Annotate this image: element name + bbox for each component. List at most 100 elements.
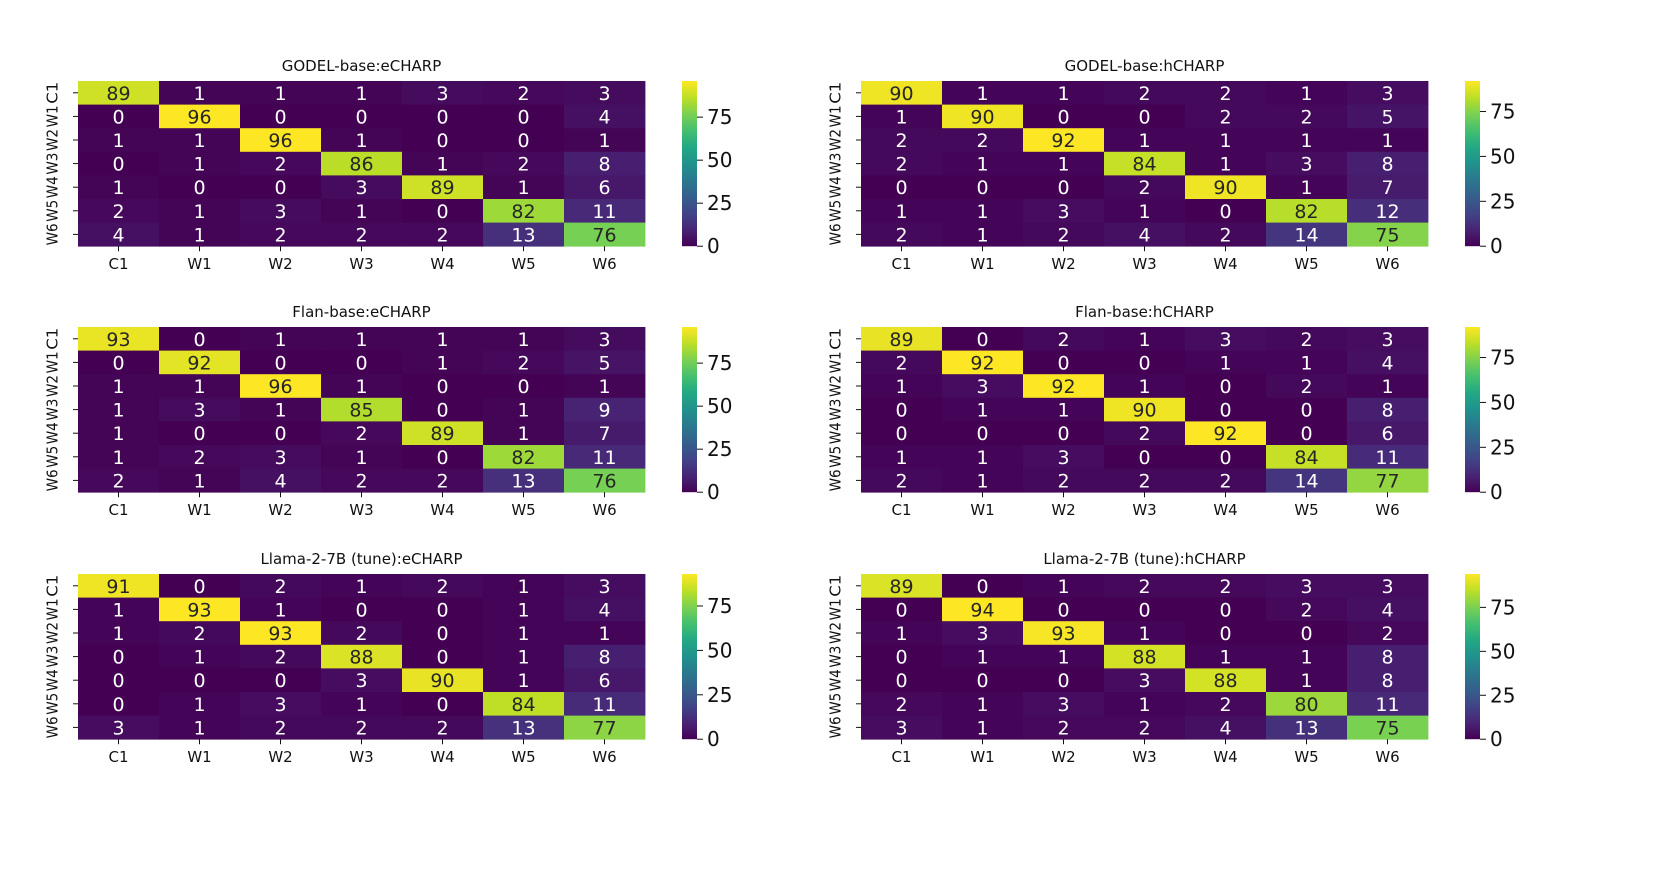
x-tick-label: W1 — [970, 255, 994, 273]
y-tick-label: W6 — [44, 469, 62, 491]
y-tick-label: W6 — [827, 223, 845, 245]
heatmap-cell-W4-W6 — [564, 668, 646, 693]
cell-value-label: 84 — [1132, 154, 1156, 176]
chart-title: Llama-2-7B (tune):eCHARP — [260, 550, 462, 568]
cell-value-label: 0 — [895, 177, 907, 199]
cell-value-label: 88 — [349, 647, 373, 669]
heatmap-cell-W1-W6 — [564, 597, 646, 622]
cell-value-label: 75 — [1375, 717, 1399, 739]
heatmap-cell-W2-C1 — [861, 621, 943, 646]
cell-value-label: 92 — [1051, 376, 1075, 398]
cell-value-label: 1 — [112, 623, 124, 645]
heatmap-cell-W4-W5 — [483, 668, 565, 693]
colorbar-tick-label: 50 — [1490, 390, 1515, 414]
cell-value-label: 1 — [598, 623, 610, 645]
x-tick-label: W6 — [1375, 748, 1399, 766]
cell-value-label: 0 — [1300, 400, 1312, 422]
cell-value-label: 1 — [1057, 400, 1069, 422]
heatmap-cell-W3-W3 — [321, 397, 403, 422]
cell-value-label: 77 — [1375, 470, 1399, 492]
heatmap-cell-W4-W3 — [1104, 421, 1186, 446]
y-tick-label: C1 — [827, 328, 845, 350]
heatmap-cell-W6-C1 — [861, 715, 943, 740]
heatmap-cell-W4-W2 — [240, 175, 322, 200]
cell-value-label: 1 — [517, 647, 529, 669]
heatmap-cell-W2-C1 — [861, 374, 943, 399]
y-tick-label: C1 — [827, 575, 845, 597]
heatmap-cell-W4-W3 — [1104, 175, 1186, 200]
heatmap-cell-W6-W1 — [159, 468, 241, 493]
cell-value-label: 1 — [517, 329, 529, 351]
cell-value-label: 3 — [976, 376, 988, 398]
heatmap-cell-C1-W6 — [1347, 574, 1429, 598]
cell-value-label: 1 — [274, 329, 286, 351]
heatmap-cell-W1-W2 — [1023, 350, 1105, 375]
cell-value-label: 1 — [193, 694, 205, 716]
heatmap-cell-W4-W3 — [321, 668, 403, 693]
heatmap-cell-W6-C1 — [78, 222, 160, 247]
cell-value-label: 2 — [274, 647, 286, 669]
heatmap-cell-W2-W6 — [1347, 621, 1429, 646]
heatmap-cell-W2-W3 — [1104, 374, 1186, 399]
cell-value-label: 2 — [895, 224, 907, 246]
colorbar-tick-label: 25 — [707, 191, 732, 215]
cell-value-label: 0 — [1219, 623, 1231, 645]
cell-value-label: 1 — [976, 400, 988, 422]
x-tick-label: W2 — [1051, 255, 1075, 273]
heatmap-cell-C1-W6 — [564, 574, 646, 598]
x-tick-label: W4 — [1213, 501, 1237, 519]
heatmap-cell-W2-W6 — [564, 621, 646, 646]
heatmap-cell-W5-W5 — [1266, 199, 1348, 223]
heatmap-cell-W3-W5 — [1266, 151, 1348, 176]
cell-value-label: 1 — [274, 83, 286, 105]
y-tick-label: W3 — [44, 646, 62, 668]
cell-value-label: 1 — [1219, 647, 1231, 669]
cell-value-label: 2 — [436, 576, 448, 598]
colorbar-tick-label: 25 — [707, 683, 732, 707]
cell-value-label: 0 — [1138, 447, 1150, 469]
heatmap-cell-W5-W1 — [942, 445, 1024, 469]
cell-value-label: 1 — [517, 400, 529, 422]
cell-value-label: 3 — [1057, 694, 1069, 716]
cell-value-label: 0 — [112, 352, 124, 374]
heatmap-cell-W1-W4 — [402, 350, 484, 375]
heatmap-cell-W1-C1 — [861, 597, 943, 622]
heatmap-cell-W2-W4 — [402, 621, 484, 646]
cell-value-label: 1 — [355, 201, 367, 223]
cell-value-label: 2 — [1300, 599, 1312, 621]
heatmap-cell-W6-W2 — [240, 715, 322, 740]
heatmap-cell-W2-W3 — [321, 128, 403, 153]
heatmap-cell-W5-C1 — [78, 692, 160, 716]
heatmap-cell-C1-W3 — [1104, 81, 1186, 105]
heatmap-cell-W6-W4 — [402, 222, 484, 247]
cell-value-label: 1 — [193, 201, 205, 223]
cell-value-label: 3 — [1300, 576, 1312, 598]
cell-value-label: 75 — [1375, 224, 1399, 246]
heatmap-cell-W3-W5 — [483, 397, 565, 422]
cell-value-label: 3 — [976, 623, 988, 645]
y-tick-label: W4 — [827, 422, 845, 444]
heatmap-cell-W1-W1 — [159, 350, 241, 375]
heatmap-cell-W4-W6 — [1347, 175, 1429, 200]
colorbar — [1465, 81, 1480, 247]
cell-value-label: 82 — [1294, 201, 1318, 223]
y-tick-label: W3 — [827, 399, 845, 421]
heatmap-cell-W2-W4 — [402, 128, 484, 153]
heatmap-cell-W3-W5 — [1266, 397, 1348, 422]
cell-value-label: 1 — [598, 130, 610, 152]
cell-value-label: 89 — [889, 576, 913, 598]
x-tick-label: C1 — [891, 748, 911, 766]
y-tick-label: W3 — [827, 153, 845, 175]
heatmap-cell-W4-C1 — [861, 175, 943, 200]
heatmap-cell-W1-W3 — [321, 597, 403, 622]
cell-value-label: 2 — [112, 470, 124, 492]
heatmap-cell-C1-W6 — [1347, 81, 1429, 105]
heatmap-cell-C1-W2 — [240, 327, 322, 351]
cell-value-label: 2 — [895, 470, 907, 492]
cell-value-label: 89 — [430, 177, 454, 199]
y-tick-label: W1 — [44, 351, 62, 373]
x-tick-label: C1 — [108, 255, 128, 273]
cell-value-label: 92 — [1213, 423, 1237, 445]
cell-value-label: 1 — [355, 376, 367, 398]
cell-value-label: 4 — [1219, 717, 1231, 739]
